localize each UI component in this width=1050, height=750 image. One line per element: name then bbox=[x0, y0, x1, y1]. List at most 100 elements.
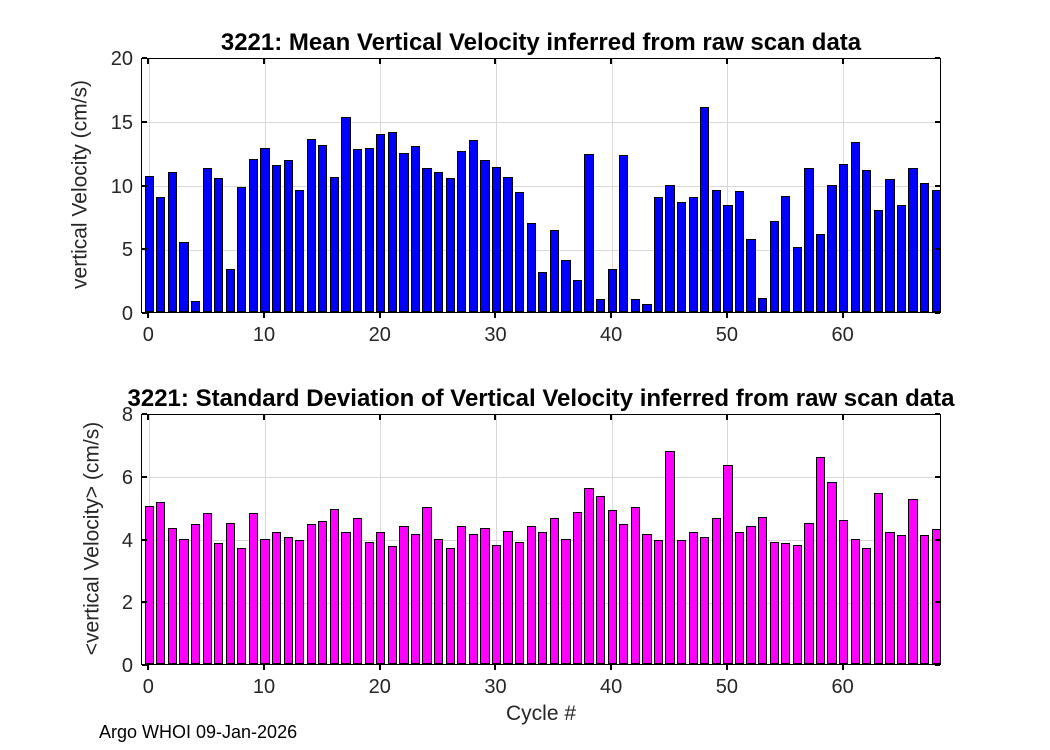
y-tick-mark bbox=[142, 664, 147, 666]
top-chart-title: 3221: Mean Vertical Velocity inferred fr… bbox=[220, 29, 862, 56]
bar bbox=[595, 496, 606, 664]
y-tick-label: 6 bbox=[121, 466, 133, 489]
y-tick-mark bbox=[142, 475, 147, 478]
bar bbox=[480, 527, 490, 664]
horizontal-gridline bbox=[142, 249, 940, 251]
bar bbox=[156, 197, 166, 312]
bar bbox=[665, 184, 675, 312]
bar bbox=[595, 299, 606, 312]
bar bbox=[850, 142, 860, 312]
x-tick-label: 60 bbox=[831, 676, 854, 698]
x-tick-mark bbox=[494, 665, 497, 670]
x-tick-label: 50 bbox=[715, 676, 739, 698]
x-tick-mark bbox=[147, 313, 150, 318]
bar bbox=[746, 239, 756, 312]
bar bbox=[283, 536, 293, 664]
bar bbox=[190, 524, 201, 664]
bar bbox=[920, 535, 930, 664]
x-tick-label: 10 bbox=[252, 676, 276, 698]
x-tick-label: 20 bbox=[368, 324, 391, 346]
vertical-gridline bbox=[727, 59, 729, 312]
bar bbox=[734, 532, 745, 664]
horizontal-gridline bbox=[142, 122, 940, 124]
x-tick-label: 0 bbox=[142, 676, 154, 698]
bar bbox=[468, 533, 478, 664]
bar bbox=[376, 532, 386, 664]
bar bbox=[931, 529, 941, 664]
x-tick-mark bbox=[725, 59, 728, 64]
x-tick-mark bbox=[610, 313, 613, 318]
x-tick-label: 20 bbox=[368, 676, 391, 698]
bar bbox=[572, 511, 583, 664]
bar bbox=[619, 524, 629, 664]
x-tick-mark bbox=[725, 313, 728, 318]
bar bbox=[376, 133, 386, 312]
bar bbox=[457, 151, 467, 312]
bar bbox=[873, 210, 883, 312]
bar bbox=[433, 538, 444, 664]
bar bbox=[364, 541, 374, 664]
bar bbox=[271, 532, 282, 664]
bar bbox=[341, 116, 351, 312]
x-axis-label: Cycle # bbox=[505, 702, 577, 725]
bar bbox=[873, 493, 883, 664]
bar bbox=[804, 522, 814, 664]
x-tick-mark bbox=[494, 59, 497, 64]
bar bbox=[329, 176, 340, 312]
bar bbox=[399, 152, 409, 312]
x-tick-label: 10 bbox=[252, 324, 276, 346]
bar bbox=[468, 139, 478, 312]
bar bbox=[653, 197, 664, 312]
bar bbox=[526, 222, 536, 312]
bar bbox=[214, 178, 224, 312]
x-tick-mark bbox=[147, 59, 150, 64]
bar bbox=[237, 187, 247, 312]
y-tick-mark bbox=[935, 184, 940, 187]
bar bbox=[723, 464, 733, 664]
bar bbox=[676, 202, 687, 312]
x-tick-label: 30 bbox=[484, 324, 507, 346]
bar bbox=[827, 482, 837, 664]
y-tick-mark bbox=[935, 120, 940, 123]
bar bbox=[295, 189, 305, 312]
x-tick-mark bbox=[378, 665, 381, 670]
bar bbox=[179, 241, 189, 312]
bar bbox=[514, 541, 525, 664]
bar bbox=[653, 540, 664, 664]
x-tick-label: 40 bbox=[600, 676, 623, 698]
y-tick-label: 15 bbox=[110, 111, 133, 134]
y-tick-label: 2 bbox=[121, 592, 133, 615]
y-tick-label: 20 bbox=[110, 48, 133, 70]
y-tick-mark bbox=[142, 413, 147, 415]
y-tick-mark bbox=[935, 413, 940, 415]
bar bbox=[283, 160, 293, 312]
bar bbox=[561, 538, 571, 664]
bar bbox=[445, 547, 455, 664]
bar bbox=[862, 170, 872, 312]
y-tick-mark bbox=[142, 538, 147, 541]
x-tick-label: 0 bbox=[142, 324, 154, 346]
y-tick-mark bbox=[935, 601, 940, 604]
bar bbox=[746, 525, 756, 664]
x-tick-mark bbox=[147, 415, 150, 420]
bar bbox=[827, 184, 837, 312]
x-tick-mark bbox=[610, 415, 613, 420]
horizontal-gridline bbox=[142, 186, 940, 187]
bar bbox=[491, 544, 502, 664]
bar bbox=[630, 507, 640, 664]
bar bbox=[815, 234, 826, 312]
bar bbox=[676, 540, 687, 664]
y-tick-label: 0 bbox=[121, 655, 133, 677]
bar bbox=[248, 513, 259, 664]
vertical-gridline bbox=[495, 415, 497, 664]
bar bbox=[607, 510, 617, 664]
bar bbox=[757, 297, 768, 312]
x-tick-mark bbox=[841, 415, 844, 420]
x-tick-mark bbox=[494, 415, 497, 420]
footer-text: Argo WHOI 09-Jan-2026 bbox=[99, 722, 298, 742]
bar bbox=[769, 541, 779, 664]
bar bbox=[619, 155, 629, 312]
bar bbox=[399, 525, 409, 664]
bar bbox=[757, 516, 768, 664]
bar bbox=[144, 175, 154, 312]
